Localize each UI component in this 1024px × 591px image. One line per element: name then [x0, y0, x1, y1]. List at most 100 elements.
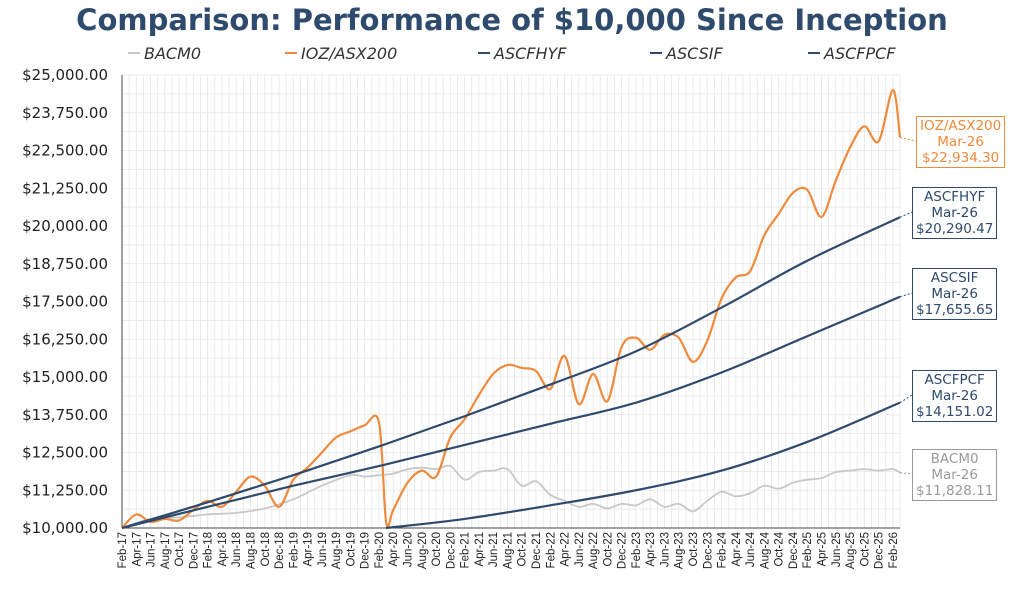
x-tick-label: Feb-25 [802, 532, 814, 568]
callout-box: BACM0 Mar-26 $11,828.11 [912, 449, 998, 501]
x-tick-label: Jun-21 [488, 532, 500, 567]
series-line-ascsif [121, 295, 901, 530]
callout-date: Mar-26 [931, 467, 978, 483]
y-tick-label: $21,250.00 [22, 179, 108, 197]
x-tick-label: Apr-22 [560, 532, 572, 567]
x-tick-label: Feb-17 [117, 532, 129, 568]
x-tick-label: Aug-22 [588, 532, 600, 569]
y-tick-label: $16,250.00 [22, 330, 108, 348]
x-tick-label: Feb-26 [888, 532, 900, 568]
x-tick-label: Feb-23 [631, 532, 643, 568]
legend-swatch [128, 52, 140, 54]
x-tick-label: Feb-21 [460, 532, 472, 568]
x-tick-label: Jun-17 [146, 532, 158, 567]
x-tick-label: Dec-19 [360, 532, 372, 569]
legend-label: IOZ/ASX200 [301, 43, 398, 63]
x-tick-label: Jun-19 [317, 532, 329, 567]
series-line-ascfpcf [385, 401, 901, 530]
x-tick-label: Apr-24 [731, 531, 743, 566]
x-tick-label: Feb-20 [374, 532, 386, 568]
x-tick-label: Aug-18 [245, 532, 257, 569]
y-tick-label: $12,500.00 [22, 444, 108, 462]
x-tick-label: Apr-20 [388, 532, 400, 567]
x-tick-label: Dec-20 [445, 532, 457, 569]
x-tick-label: Oct-19 [345, 532, 357, 567]
callout-leader-line [899, 394, 913, 404]
callout-box: ASCSIF Mar-26 $17,655.65 [912, 268, 998, 320]
x-tick-label: Dec-21 [531, 532, 543, 569]
x-tick-label: Apr-25 [816, 532, 828, 567]
x-tick-label: Oct-20 [431, 532, 443, 567]
callout-date: Mar-26 [931, 205, 978, 221]
legend-swatch [650, 52, 662, 54]
legend-swatch [478, 52, 490, 54]
callout-label: ASCFPCF [924, 372, 985, 388]
y-tick-label: $17,500.00 [22, 293, 108, 311]
x-tick-label: Aug-21 [502, 532, 514, 569]
callout-date: Mar-26 [931, 388, 978, 404]
callout-value: $20,290.47 [916, 221, 994, 237]
callout-leader-line [899, 472, 913, 475]
legend-item: IOZ/ASX200 [285, 42, 397, 64]
y-tick-label: $13,750.00 [22, 406, 108, 424]
x-tick-label: Dec-23 [702, 532, 714, 569]
legend-label: ASCFHYF [494, 43, 567, 63]
y-tick-label: $20,000.00 [22, 217, 108, 235]
callout-value: $14,151.02 [916, 404, 994, 420]
callout-leader-line [899, 292, 913, 298]
x-tick-label: Dec-24 [788, 531, 800, 569]
x-tick-label: Jun-20 [403, 532, 415, 567]
callout-date: Mar-26 [931, 286, 978, 302]
x-tick-label: Feb-24 [717, 531, 729, 568]
x-tick-label: Jun-23 [659, 532, 671, 567]
callout-leader-line [899, 211, 913, 218]
x-tick-label: Feb-22 [545, 532, 557, 568]
callout-leader-line [899, 136, 917, 142]
callout-label: BACM0 [930, 451, 979, 467]
y-tick-label: $15,000.00 [22, 368, 108, 386]
y-tick-label: $10,000.00 [22, 519, 108, 537]
legend-label: ASCFPCF [824, 43, 896, 63]
x-tick-label: Oct-25 [859, 532, 871, 567]
x-tick-label: Dec-17 [188, 532, 200, 569]
x-tick-label: Jun-22 [574, 532, 586, 567]
x-tick-label: Oct-17 [174, 532, 186, 567]
x-tick-label: Oct-22 [602, 532, 614, 567]
legend-swatch [285, 52, 297, 54]
x-tick-label: Jun-18 [231, 532, 243, 567]
callout-label: IOZ/ASX200 [920, 118, 1002, 134]
grid [121, 74, 901, 529]
legend-swatch [808, 52, 820, 54]
x-tick-label: Aug-19 [331, 532, 343, 569]
x-tick-label: Apr-17 [131, 532, 143, 567]
callout-label: ASCSIF [930, 270, 979, 286]
x-tick-label: Dec-22 [617, 532, 629, 569]
callout-box: ASCFHYF Mar-26 $20,290.47 [912, 187, 998, 239]
x-tick-label: Aug-25 [845, 532, 857, 569]
legend: BACM0 IOZ/ASX200 ASCFHYF ASCSIF ASCFPCF [0, 42, 1024, 64]
legend-label: BACM0 [144, 43, 202, 63]
callout-value: $17,655.65 [916, 302, 994, 318]
series-line-bacm0 [121, 464, 901, 529]
callout-date: Mar-26 [937, 134, 984, 150]
x-tick-label: Aug-20 [417, 532, 429, 569]
callout-label: ASCFHYF [924, 189, 986, 205]
x-tick-label: Dec-18 [274, 532, 286, 569]
legend-item: ASCFPCF [808, 42, 896, 64]
x-tick-label: Apr-19 [303, 532, 315, 567]
x-tick-label: Feb-19 [288, 532, 300, 568]
y-tick-label: $25,000.00 [22, 66, 108, 84]
x-tick-label: Dec-25 [874, 532, 886, 569]
legend-label: ASCSIF [666, 43, 723, 63]
callout-box: ASCFPCF Mar-26 $14,151.02 [912, 370, 998, 422]
x-tick-label: Apr-23 [645, 532, 657, 567]
x-tick-label: Aug-23 [674, 532, 686, 569]
series-line-ioz-asx200 [121, 88, 902, 529]
y-tick-label: $23,750.00 [22, 104, 108, 122]
y-tick-label: $11,250.00 [22, 481, 108, 499]
x-tick-label: Jun-25 [831, 532, 843, 567]
x-tick-label: Feb-18 [203, 532, 215, 568]
x-tick-label: Apr-18 [217, 532, 229, 567]
